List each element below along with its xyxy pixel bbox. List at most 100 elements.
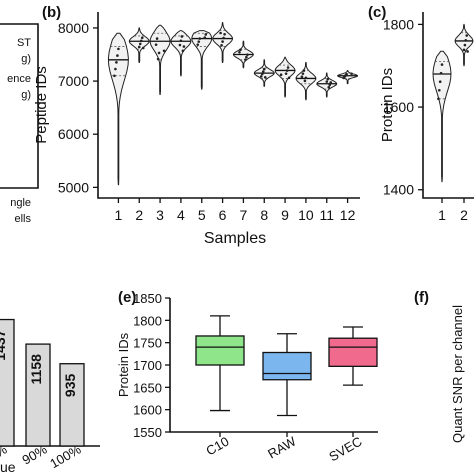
violin-sample-body — [107, 32, 129, 186]
bar — [0, 318, 15, 447]
violin-sample-point — [138, 42, 142, 46]
violin-sample-point — [286, 66, 290, 69]
y-tick-label: 1550 — [133, 425, 162, 440]
legend-fragment-5: ngle — [10, 197, 31, 209]
y-tick-label: 1650 — [133, 380, 162, 395]
panel-label-b: (b) — [42, 4, 61, 21]
violin-sample-point — [180, 35, 184, 38]
x-tick-label: RAW — [265, 433, 299, 461]
violin-sample-point — [325, 80, 329, 83]
y-axis-title: Peptide IDs — [33, 66, 50, 144]
violin-sample-point — [285, 69, 289, 72]
x-tick-label: 11 — [319, 207, 334, 223]
y-tick-label: 7000 — [58, 73, 89, 89]
violin-sample-point — [137, 45, 141, 49]
violin-sample-point — [117, 47, 120, 51]
violin-sample-point — [438, 88, 441, 92]
violin-sample-point — [178, 43, 182, 47]
violin-sample-point — [350, 72, 353, 76]
y-tick-label: 1400 — [383, 182, 414, 198]
box-c10 — [195, 335, 245, 366]
protein-boxplot-chart: 1550 1600 1650 1700 1750 1800 1850 C10 RAW SVEC Pr… — [116, 291, 378, 464]
box-raw — [262, 351, 312, 381]
violin-sample-point — [464, 39, 468, 42]
violin-sample-point — [304, 76, 308, 80]
legend-fragment-4: g) — [21, 89, 31, 101]
x-tick-label: 4 — [177, 207, 185, 223]
violin-sample-point — [245, 55, 248, 59]
y-tick-label: 5000 — [58, 179, 89, 195]
violin-sample-point — [181, 49, 185, 53]
violin-sample-point — [438, 80, 442, 83]
x-tick-label: 7 — [240, 207, 248, 223]
violin-sample-point — [139, 39, 143, 43]
violin-sample-point — [263, 75, 267, 79]
violin-sample-point — [437, 97, 440, 101]
box-svec — [328, 337, 378, 367]
legend-fragment-box: ST g) ence g) ngle ells — [0, 23, 39, 225]
bar — [59, 363, 85, 447]
violin-sample-point — [440, 63, 444, 66]
violin-sample-point — [113, 74, 116, 78]
violin-sample-point — [287, 76, 291, 80]
x-tick-label: 9 — [281, 207, 289, 223]
violin-sample-body — [432, 50, 452, 183]
y-tick-label: 1600 — [133, 403, 162, 418]
violin-sample-point — [329, 81, 333, 84]
violin-sample-point — [261, 70, 265, 73]
bar — [25, 343, 51, 447]
y-tick-label: 1800 — [133, 313, 162, 328]
violin-sample-point — [301, 72, 305, 75]
y-tick-label: 1750 — [133, 336, 162, 351]
panel-label-e: (e) — [118, 289, 136, 306]
y-axis-title: Protein IDs — [379, 68, 396, 142]
violin-sample-body — [316, 72, 338, 98]
violin-sample-point — [204, 33, 208, 36]
violin-sample-point — [465, 34, 469, 37]
legend-fragment-1: ST — [17, 37, 31, 49]
violin-sample-body — [337, 69, 359, 85]
violin-sample-point — [223, 32, 226, 36]
violin-sample-body — [128, 27, 150, 64]
violin-sample-point — [328, 83, 332, 87]
x-tick-label: C10 — [203, 434, 231, 459]
violin-sample-point — [302, 69, 306, 72]
violin-sample-point — [439, 71, 443, 75]
x-tick-label: 8 — [260, 207, 268, 223]
x-tick-label: 1 — [438, 207, 446, 223]
quant-snr-chart-fragment: Quant SNR per channel — [450, 305, 465, 443]
violin-sample-point — [182, 45, 186, 48]
violin-sample-point — [162, 49, 166, 53]
violin-sample-point — [140, 36, 144, 40]
violin-sample-point — [157, 51, 161, 55]
panel-label-f: (f) — [414, 289, 429, 306]
x-tick-label-fragment: % — [0, 441, 10, 460]
violin-sample-body — [191, 30, 213, 90]
violin-sample-body — [274, 56, 296, 98]
violin-sample-point — [222, 36, 225, 40]
violin-sample-point — [326, 77, 330, 81]
violin-sample-point — [198, 37, 202, 40]
legend-fragment-6: ells — [14, 213, 31, 225]
peptide-axes — [97, 12, 360, 199]
y-tick-label: 1850 — [133, 291, 162, 306]
violin-sample-point — [244, 58, 247, 61]
panel-label-c: (c) — [368, 4, 386, 21]
x-tick-label: 3 — [156, 207, 164, 223]
violin-sample-point — [116, 54, 119, 57]
violin-sample-body — [170, 30, 192, 77]
violin-sample-point — [221, 40, 224, 43]
violin-sample-point — [466, 50, 469, 53]
bar-value-label: 1158 — [28, 354, 44, 385]
violin-sample-point — [238, 50, 241, 54]
y-tick-label: 1600 — [383, 99, 414, 115]
violin-sample-point — [220, 43, 223, 47]
y-tick-label: 1700 — [133, 358, 162, 373]
x-tick-label: SVEC — [326, 434, 364, 465]
y-axis-title: Protein IDs — [116, 332, 131, 397]
violin-sample-point — [262, 67, 266, 71]
violin-sample-point — [463, 43, 467, 47]
